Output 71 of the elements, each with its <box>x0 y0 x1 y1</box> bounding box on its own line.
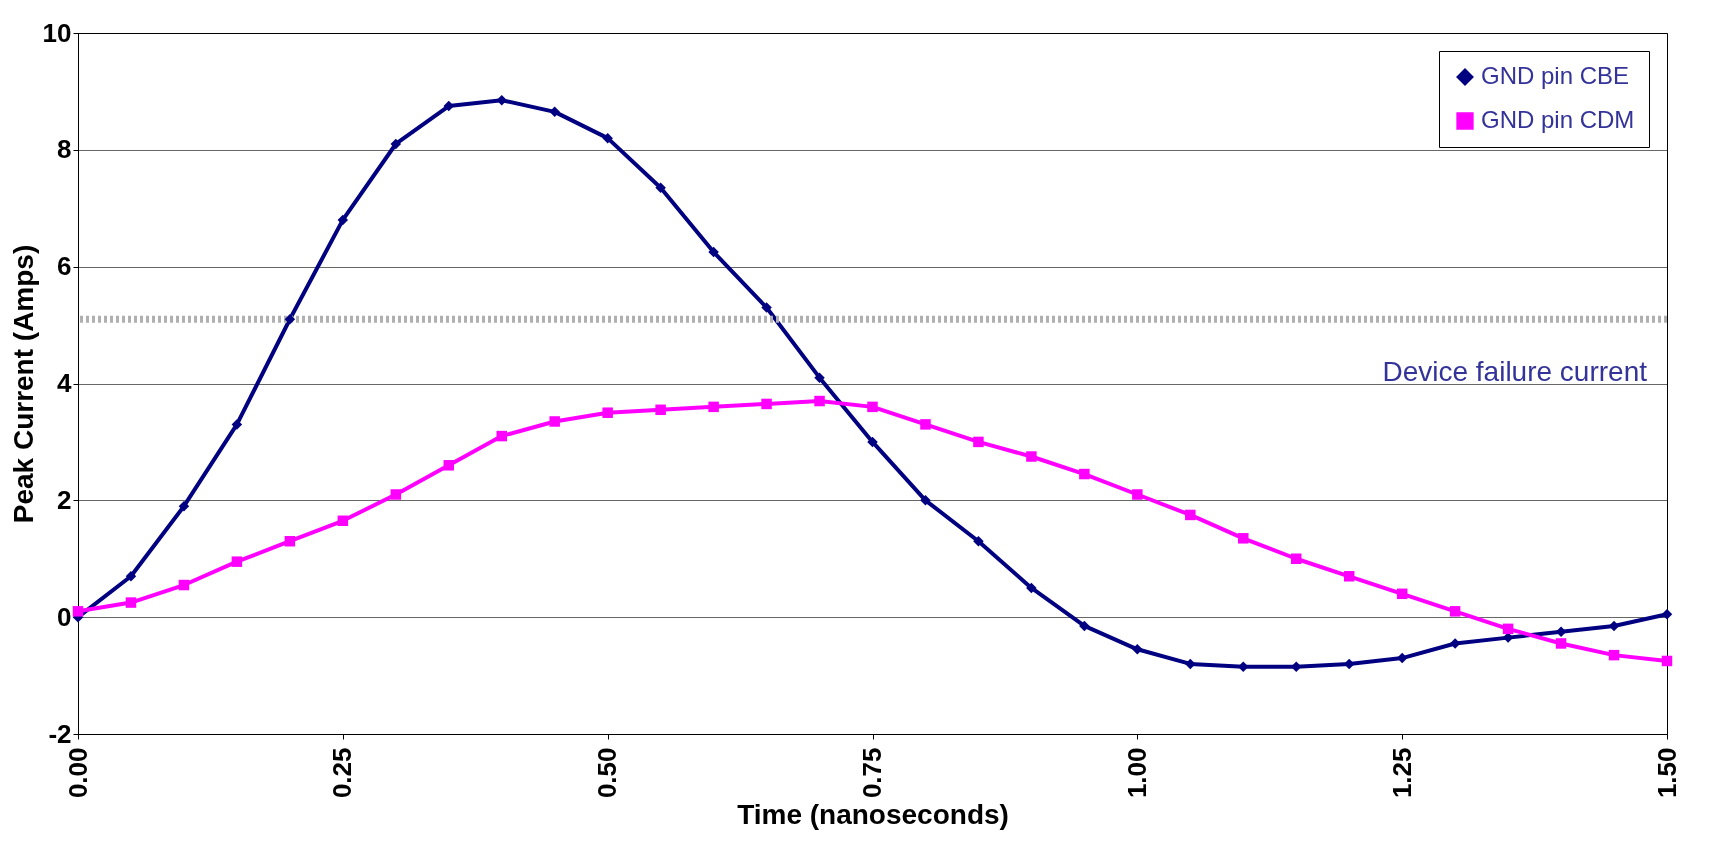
point <box>1026 451 1037 462</box>
y-tick-label: 0 <box>57 601 72 632</box>
x-tick-label: 0.75 <box>857 747 887 799</box>
x-tick-label: 0.00 <box>62 747 93 799</box>
point <box>1343 571 1355 582</box>
point <box>814 395 825 407</box>
point <box>1079 468 1090 480</box>
point <box>1396 588 1408 600</box>
y-tick-label: 8 <box>57 134 72 165</box>
point <box>549 416 560 427</box>
point <box>814 372 825 383</box>
point <box>602 407 613 418</box>
point <box>284 535 296 547</box>
point <box>390 489 402 500</box>
point <box>708 401 719 413</box>
point <box>761 302 772 313</box>
x-tick-label: 1.25 <box>1386 747 1417 799</box>
point <box>1449 606 1461 617</box>
point <box>72 606 84 617</box>
ref-line-label: Device failure current <box>1382 356 1648 388</box>
point <box>1132 644 1143 655</box>
x-tick-label: 1.50 <box>1651 747 1682 799</box>
point <box>125 597 137 608</box>
x-tick-label: 0.25 <box>327 747 358 799</box>
point <box>973 535 984 547</box>
y-tick-label: 2 <box>57 484 72 515</box>
point <box>973 436 984 448</box>
point <box>761 398 772 410</box>
point <box>231 556 243 567</box>
point <box>602 132 613 144</box>
point <box>1608 649 1620 661</box>
y-tick-label: -2 <box>48 718 72 749</box>
point <box>655 404 666 416</box>
y-tick-label: 6 <box>57 251 72 282</box>
legend-label: GND pin CDM <box>1481 106 1635 133</box>
point <box>443 460 455 471</box>
point <box>1079 620 1090 632</box>
point <box>1661 609 1673 620</box>
point <box>867 436 878 448</box>
y-axis-title: Peak Current (Amps) <box>7 244 39 524</box>
point <box>496 94 507 106</box>
x-axis-title: Time (nanoseconds) <box>737 799 1009 831</box>
point <box>549 106 560 118</box>
point <box>708 246 719 258</box>
y-tick-label: 4 <box>57 368 73 398</box>
point <box>1502 623 1514 635</box>
point <box>231 419 243 430</box>
x-tick-label: 0.50 <box>592 747 623 799</box>
point <box>337 214 349 226</box>
point <box>920 495 931 506</box>
point <box>178 500 190 512</box>
point <box>920 419 931 430</box>
point <box>867 401 878 413</box>
point <box>178 579 190 591</box>
point <box>125 571 137 582</box>
x-tick-label: 1.00 <box>1121 747 1152 799</box>
y-tick-label: 10 <box>42 17 72 48</box>
point <box>1185 509 1196 521</box>
point <box>655 182 666 194</box>
point <box>1290 553 1302 564</box>
point <box>1661 655 1673 667</box>
point <box>1555 638 1567 649</box>
point <box>284 314 296 325</box>
point <box>337 515 349 527</box>
point <box>1238 533 1249 544</box>
point <box>1132 489 1143 500</box>
point <box>496 430 507 442</box>
point <box>390 138 402 150</box>
legend-label: GND pin CBE <box>1481 62 1630 89</box>
point <box>1185 658 1196 670</box>
point <box>1026 582 1037 594</box>
